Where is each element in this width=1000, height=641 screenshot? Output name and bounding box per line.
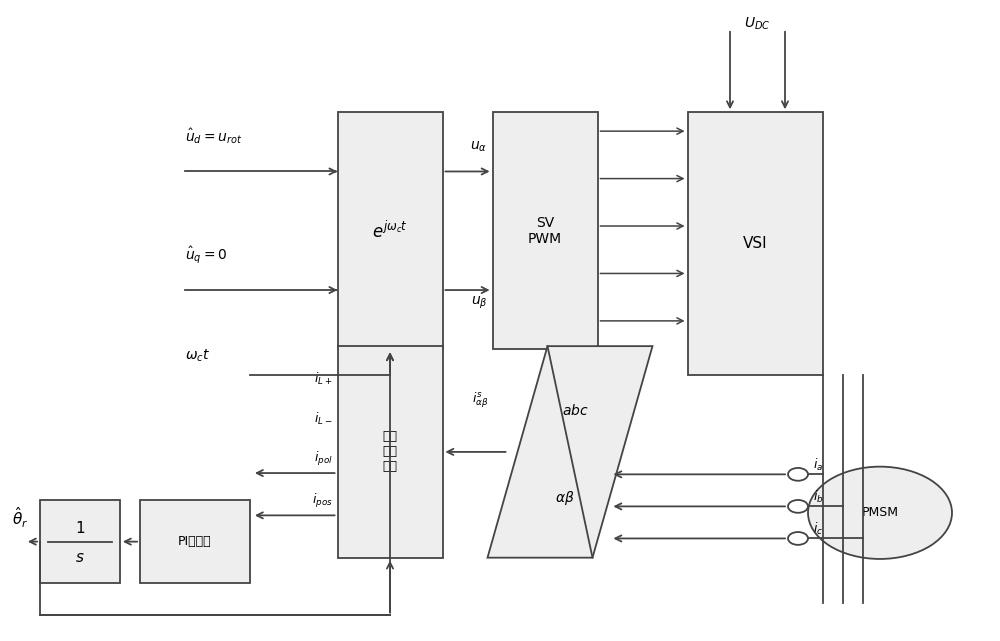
Text: $i_{pos}$: $i_{pos}$ (312, 492, 332, 510)
Text: $s$: $s$ (75, 550, 85, 565)
Text: $i_{L-}$: $i_{L-}$ (314, 411, 332, 427)
Circle shape (788, 532, 808, 545)
Text: VSI: VSI (743, 236, 767, 251)
Text: $i_{L+}$: $i_{L+}$ (314, 370, 332, 387)
Text: $U_{DC}$: $U_{DC}$ (744, 16, 771, 33)
Text: 1: 1 (75, 521, 85, 537)
Text: $\hat{u}_d = u_{rot}$: $\hat{u}_d = u_{rot}$ (185, 126, 242, 146)
Polygon shape (487, 346, 652, 558)
Circle shape (788, 500, 808, 513)
Bar (338, 346, 442, 558)
Text: $i_{\alpha\beta}^s$: $i_{\alpha\beta}^s$ (472, 391, 488, 410)
Text: PMSM: PMSM (862, 506, 898, 519)
Bar (338, 112, 442, 349)
Text: $i_c$: $i_c$ (813, 520, 823, 537)
Circle shape (788, 468, 808, 481)
Text: PI控制器: PI控制器 (178, 535, 212, 548)
Text: $abc$: $abc$ (562, 403, 588, 418)
Text: 电流
信号
处理: 电流 信号 处理 (382, 430, 398, 474)
Text: $u_\alpha$: $u_\alpha$ (470, 139, 488, 154)
Text: $\omega_c t$: $\omega_c t$ (185, 347, 210, 364)
Bar (493, 112, 598, 349)
Bar (140, 500, 250, 583)
Text: $u_\beta$: $u_\beta$ (471, 295, 488, 312)
Text: $e^{j\omega_c t}$: $e^{j\omega_c t}$ (372, 220, 408, 242)
Circle shape (808, 467, 952, 559)
Text: $i_a$: $i_a$ (813, 456, 823, 473)
Text: $\hat{u}_q = 0$: $\hat{u}_q = 0$ (185, 244, 227, 265)
Bar (688, 112, 822, 375)
Bar (40, 500, 120, 583)
Text: SV
PWM: SV PWM (528, 215, 562, 246)
Text: $\hat{\theta}_r$: $\hat{\theta}_r$ (12, 505, 28, 529)
Text: $\alpha\beta$: $\alpha\beta$ (555, 489, 575, 507)
Text: $i_{pol}$: $i_{pol}$ (314, 450, 332, 468)
Text: $i_b$: $i_b$ (813, 488, 824, 505)
